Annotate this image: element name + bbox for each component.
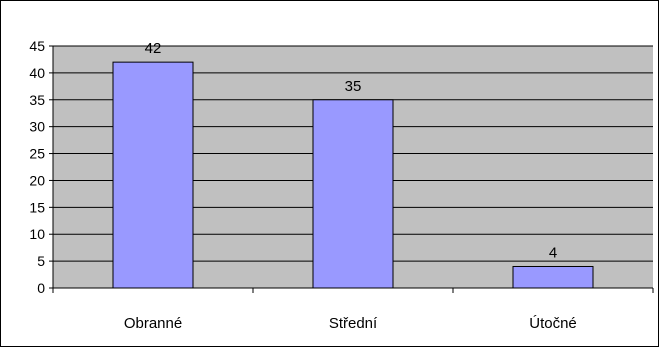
y-tick-label: 25: [29, 146, 45, 162]
x-tick-label: Střední: [329, 315, 378, 332]
y-tick-label: 10: [29, 226, 45, 242]
y-tick-label: 40: [29, 65, 45, 81]
x-tick-label: Útočné: [529, 315, 577, 332]
y-tick-label: 20: [29, 172, 45, 188]
y-tick-label: 35: [29, 92, 45, 108]
x-axis-tick-labels: Obranné Střední Útočné: [124, 315, 577, 332]
y-tick-label: 15: [29, 199, 45, 215]
data-label: 35: [345, 78, 362, 95]
bar: [112, 61, 194, 289]
bar: [512, 265, 594, 289]
y-tick-label: 30: [29, 119, 45, 135]
y-tick-label: 0: [37, 280, 45, 296]
data-label: 4: [549, 244, 557, 261]
data-labels: 42 35 4: [145, 40, 558, 261]
bar: [312, 99, 394, 289]
x-tick-label: Obranné: [124, 315, 182, 332]
data-label: 42: [145, 40, 162, 57]
y-tick-label: 45: [29, 38, 45, 54]
y-axis-tick-labels: 0 5 10 15 20 25 30 35 40 45: [29, 38, 45, 296]
y-tick-label: 5: [37, 253, 45, 269]
axis-tick-marks: [49, 45, 654, 293]
